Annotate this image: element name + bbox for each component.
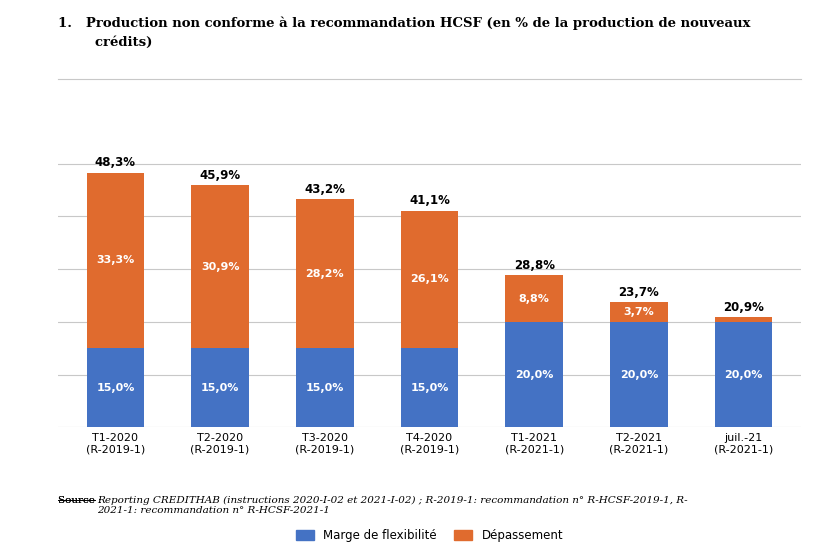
Text: 15,0%: 15,0% <box>306 383 344 393</box>
Bar <box>87 173 145 349</box>
Bar <box>714 317 772 322</box>
Bar <box>610 302 667 322</box>
Text: Source :: Source : <box>58 496 105 505</box>
Bar <box>401 210 458 349</box>
Bar <box>714 322 772 427</box>
Legend: Marge de flexibilité, Dépassement: Marge de flexibilité, Dépassement <box>292 524 567 547</box>
Text: 15,0%: 15,0% <box>201 383 240 393</box>
Bar <box>296 199 354 349</box>
Text: Source :: Source : <box>58 496 105 505</box>
Text: 28,2%: 28,2% <box>306 269 344 279</box>
Text: 41,1%: 41,1% <box>409 195 450 207</box>
Bar <box>506 322 563 427</box>
Text: 45,9%: 45,9% <box>200 169 240 182</box>
Text: 20,0%: 20,0% <box>620 370 658 380</box>
Text: crédits): crédits) <box>58 36 152 49</box>
Text: 48,3%: 48,3% <box>95 156 136 169</box>
Bar <box>401 349 458 427</box>
Text: 15,0%: 15,0% <box>96 383 135 393</box>
Text: 20,0%: 20,0% <box>515 370 553 380</box>
Bar <box>192 185 249 349</box>
Text: 1.   Production non conforme à la recommandation HCSF (en % de la production de : 1. Production non conforme à la recomman… <box>58 16 750 30</box>
Text: Reporting CREDITHAB (instructions 2020-I-02 et 2021-I-02) ; R-2019-1: recommanda: Reporting CREDITHAB (instructions 2020-I… <box>97 496 688 516</box>
Text: 33,3%: 33,3% <box>97 255 135 265</box>
Text: 26,1%: 26,1% <box>411 275 449 284</box>
Bar <box>87 349 145 427</box>
Bar <box>192 349 249 427</box>
Text: 28,8%: 28,8% <box>514 259 555 272</box>
Text: 20,0%: 20,0% <box>724 370 763 380</box>
Text: 23,7%: 23,7% <box>619 286 659 299</box>
Text: 30,9%: 30,9% <box>201 262 240 272</box>
Text: 43,2%: 43,2% <box>304 183 345 196</box>
Text: 20,9%: 20,9% <box>724 301 764 314</box>
Text: 15,0%: 15,0% <box>411 383 449 393</box>
Bar <box>296 349 354 427</box>
Bar <box>506 276 563 322</box>
Text: 8,8%: 8,8% <box>519 294 549 304</box>
Text: 3,7%: 3,7% <box>624 307 654 317</box>
Bar <box>610 322 667 427</box>
